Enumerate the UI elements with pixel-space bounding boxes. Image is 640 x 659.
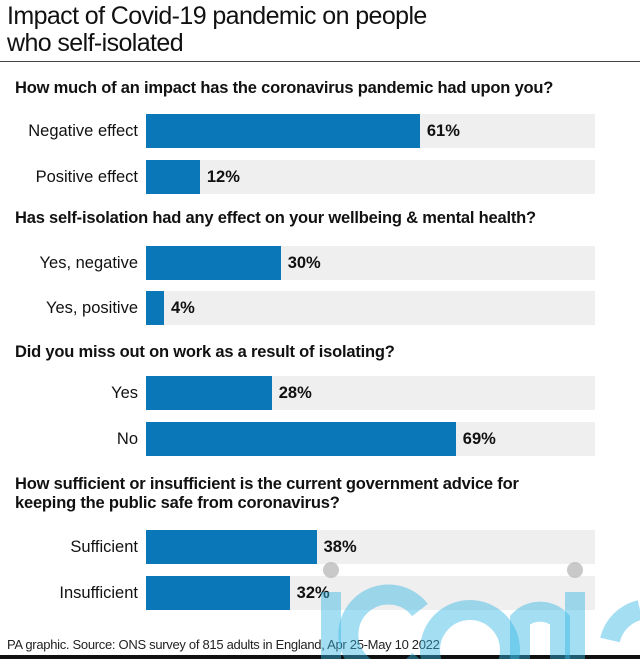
title-line-1: Impact of Covid-19 pandemic on people (7, 2, 427, 30)
question-heading: How sufficient or insufficient is the cu… (15, 475, 519, 513)
data-label: 4% (170, 299, 195, 317)
category-label: Yes, negative (39, 254, 138, 272)
bar (146, 422, 456, 456)
category-label: Negative effect (28, 122, 138, 140)
watermark-stroke (510, 601, 570, 659)
bar (146, 114, 420, 148)
question-line: How sufficient or insufficient is the cu… (15, 475, 519, 493)
watermark-stroke (600, 600, 640, 643)
category-label: Yes (111, 384, 138, 402)
category-label: Positive effect (35, 168, 138, 186)
data-label: 28% (278, 384, 312, 402)
data-label: 61% (426, 122, 460, 140)
data-label: 30% (287, 254, 321, 272)
question-line: keeping the public safe from coronavirus… (15, 494, 340, 512)
title-line-2: who self-isolated (7, 29, 184, 57)
watermark-stroke (420, 600, 520, 659)
category-label: Sufficient (70, 538, 138, 556)
question-heading: Has self-isolation had any effect on you… (15, 209, 536, 228)
title-divider (0, 61, 640, 62)
category-label: No (116, 430, 138, 448)
bottom-border (0, 655, 640, 659)
data-label: 32% (296, 584, 330, 602)
data-label: 38% (323, 538, 357, 556)
question-line: How much of an impact has the coronaviru… (15, 79, 554, 97)
bar (146, 291, 164, 325)
bar (146, 246, 281, 280)
bar (146, 160, 200, 194)
category-label: Insufficient (59, 584, 138, 602)
bar-track (146, 291, 595, 325)
bar (146, 376, 272, 410)
bar-track (146, 160, 595, 194)
chart-title: Impact of Covid-19 pandemic on people wh… (7, 3, 427, 57)
bar (146, 530, 317, 564)
question-line: Has self-isolation had any effect on you… (15, 209, 536, 227)
source-note: PA graphic. Source: ONS survey of 815 ad… (7, 637, 440, 652)
bar (146, 576, 290, 610)
question-line: Did you miss out on work as a result of … (15, 343, 395, 361)
data-label: 69% (462, 430, 496, 448)
category-label: Yes, positive (45, 299, 138, 317)
data-label: 12% (206, 168, 240, 186)
question-heading: How much of an impact has the coronaviru… (15, 79, 553, 98)
question-heading: Did you miss out on work as a result of … (15, 343, 395, 362)
